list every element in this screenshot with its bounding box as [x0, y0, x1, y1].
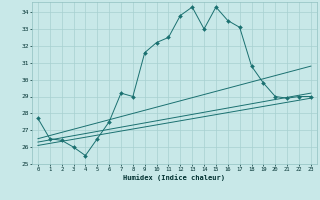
X-axis label: Humidex (Indice chaleur): Humidex (Indice chaleur) — [124, 174, 225, 181]
